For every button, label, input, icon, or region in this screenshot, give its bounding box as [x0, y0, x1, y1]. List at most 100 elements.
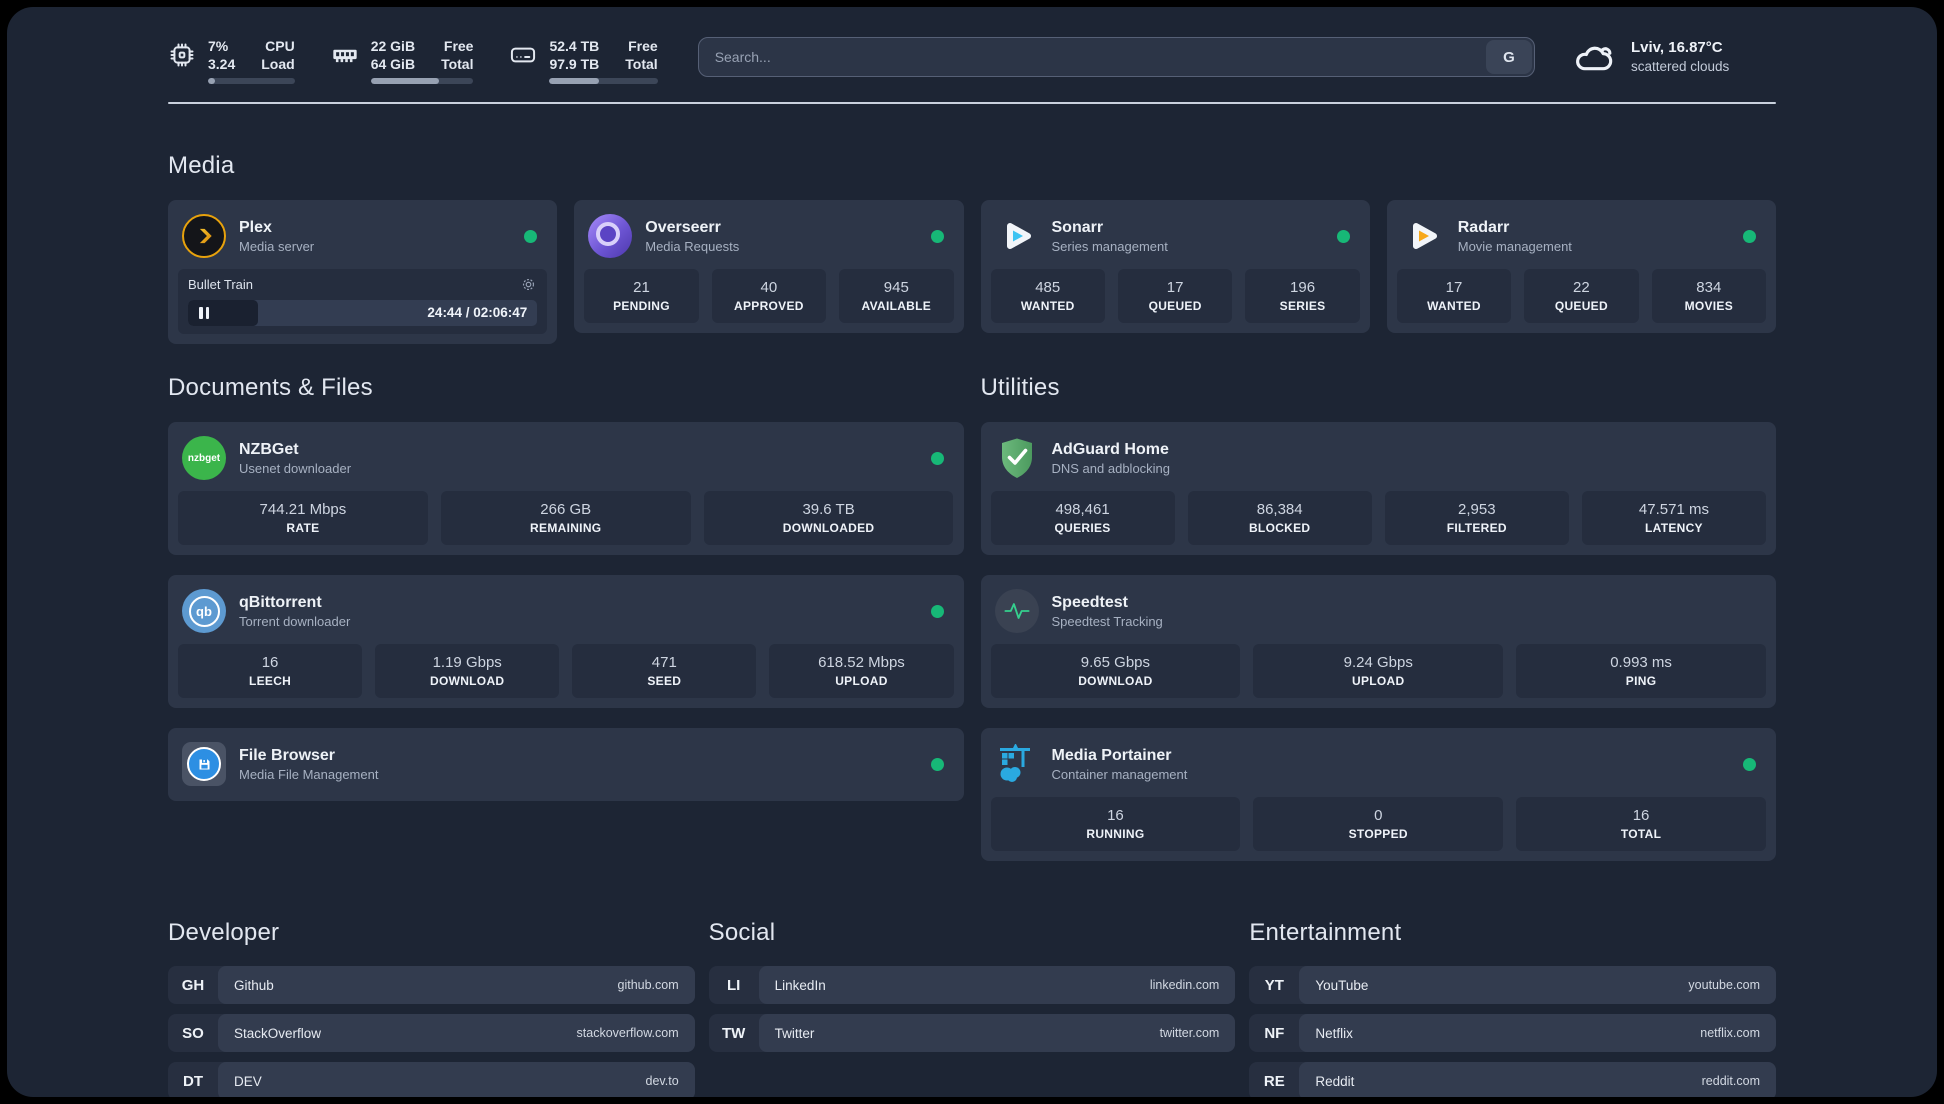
app-card-filebrowser[interactable]: File Browser Media File Management: [168, 728, 964, 801]
bookmark-abbr: LI: [726, 976, 741, 994]
bookmark-netflix[interactable]: NF Netflix netflix.com: [1249, 1014, 1776, 1052]
app-desc: Usenet downloader: [239, 461, 352, 476]
playback-time: 24:44 / 02:06:47: [427, 305, 528, 320]
system-stats: 7% CPU 3.24 Load 22 GiB Free: [168, 37, 658, 84]
app-card-qbittorrent[interactable]: qb qBittorrent Torrent downloader 16 LEE…: [168, 575, 964, 708]
stat-label: QUERIES: [1054, 521, 1111, 535]
app-card-overseerr[interactable]: Overseerr Media Requests 21 PENDING 40 A…: [574, 200, 964, 333]
stat-box: 485 WANTED: [990, 269, 1105, 323]
app-desc: Torrent downloader: [239, 614, 351, 629]
cpu-load-value: 3.24: [208, 56, 236, 72]
stat-box: 40 APPROVED: [711, 269, 827, 323]
stat-label: RUNNING: [1086, 827, 1145, 841]
bookmark-github[interactable]: GH Github github.com: [168, 966, 695, 1004]
section-title-utilities: Utilities: [980, 374, 1060, 401]
stat-box: 945 AVAILABLE: [839, 269, 954, 323]
bookmark-stackoverflow[interactable]: SO StackOverflow stackoverflow.com: [168, 1014, 695, 1052]
bookmark-reddit[interactable]: RE Reddit reddit.com: [1249, 1062, 1776, 1097]
bookmark-url: dev.to: [645, 1074, 679, 1088]
app-card-radarr[interactable]: Radarr Movie management 17 WANTED 22 QUE…: [1386, 200, 1776, 333]
bookmark-dev[interactable]: DT DEV dev.to: [168, 1062, 695, 1097]
ram-progress-bar: [370, 78, 474, 84]
stat-value: 16: [1107, 807, 1124, 824]
bookmark-name: StackOverflow: [234, 1025, 322, 1041]
playback-progress-bar[interactable]: 24:44 / 02:06:47: [188, 300, 538, 326]
app-card-sonarr[interactable]: Sonarr Series management 485 WANTED 17 Q…: [980, 200, 1370, 333]
app-name: File Browser: [239, 747, 336, 764]
filebrowser-icon: [182, 742, 226, 786]
stat-label: FILTERED: [1446, 521, 1507, 535]
memory-stat: 22 GiB Free 64 GiB Total: [331, 37, 474, 84]
stat-box: 17 WANTED: [1396, 269, 1512, 323]
stat-label: LATENCY: [1644, 521, 1703, 535]
stat-box: 47.571 ms LATENCY: [1581, 491, 1766, 545]
weather-widget: Lviv, 16.87°C scattered clouds: [1571, 37, 1776, 77]
cpu-stat: 7% CPU 3.24 Load: [168, 37, 295, 84]
app-name: Plex: [239, 219, 272, 236]
stat-box: 266 GB REMAINING: [440, 491, 691, 545]
bookmark-twitter[interactable]: TW Twitter twitter.com: [708, 1014, 1236, 1052]
settings-cog-icon[interactable]: [520, 276, 537, 293]
app-name: AdGuard Home: [1051, 441, 1169, 458]
bookmark-name: DEV: [234, 1073, 262, 1089]
stat-value: 86,384: [1256, 501, 1303, 518]
disk-free-value: 52.4 TB: [549, 38, 600, 54]
bookmark-url: twitter.com: [1159, 1026, 1220, 1040]
bookmark-abbr: NF: [1264, 1024, 1285, 1042]
status-dot: [930, 757, 944, 771]
bookmark-name: YouTube: [1315, 977, 1369, 993]
stat-value: 40: [760, 279, 778, 296]
stat-value: 0: [1374, 807, 1383, 824]
speedtest-icon: [994, 589, 1039, 633]
app-card-speedtest[interactable]: Speedtest Speedtest Tracking 9.65 Gbps D…: [980, 575, 1776, 708]
app-name: NZBGet: [239, 441, 299, 458]
bookmark-url: youtube.com: [1688, 978, 1760, 992]
stat-value: 1.19 Gbps: [432, 654, 502, 671]
stat-label: LEECH: [248, 674, 292, 688]
bookmark-linkedin[interactable]: LI LinkedIn linkedin.com: [708, 966, 1236, 1004]
app-desc: Speedtest Tracking: [1051, 614, 1163, 629]
disk-icon: [511, 47, 536, 63]
stat-value: 9.65 Gbps: [1080, 654, 1151, 671]
sonarr-icon: [995, 214, 1039, 258]
status-dot: [1743, 757, 1756, 771]
stat-box: 196 SERIES: [1245, 269, 1360, 323]
status-dot: [930, 229, 944, 243]
stat-box: 618.52 Mbps UPLOAD: [769, 644, 954, 698]
stat-box: 21 PENDING: [584, 269, 699, 323]
stat-value: 498,461: [1055, 501, 1110, 518]
section-title-documents: Documents & Files: [168, 374, 373, 401]
ram-total-value: 64 GiB: [370, 56, 416, 72]
stat-label: QUEUED: [1148, 299, 1202, 313]
bookmark-youtube[interactable]: YT YouTube youtube.com: [1249, 966, 1776, 1004]
stat-label: MOVIES: [1684, 299, 1734, 313]
stat-value: 196: [1290, 279, 1316, 296]
stat-value: 945: [883, 279, 909, 296]
stat-box: 0 STOPPED: [1253, 797, 1504, 851]
stat-value: 17: [1166, 279, 1184, 296]
stat-value: 485: [1035, 279, 1061, 296]
app-card-adguard[interactable]: AdGuard Home DNS and adblocking 498,461 …: [980, 422, 1776, 555]
app-card-portainer[interactable]: Media Portainer Container management 16 …: [980, 728, 1776, 861]
stat-box: 39.6 TB DOWNLOADED: [703, 491, 954, 545]
section-title-entertainment: Entertainment: [1249, 919, 1402, 946]
app-card-plex[interactable]: Plex Media server Bullet Train: [168, 200, 558, 344]
bookmark-url: github.com: [617, 978, 679, 992]
status-dot: [1336, 229, 1350, 243]
stat-box: 86,384 BLOCKED: [1187, 491, 1372, 545]
app-desc: Media File Management: [239, 767, 379, 782]
bookmark-name: LinkedIn: [774, 977, 826, 993]
dashboard: 7% CPU 3.24 Load 22 GiB Free: [7, 7, 1937, 1097]
cpu-progress-bar: [208, 78, 295, 84]
cpu-icon: [170, 43, 194, 67]
portainer-icon: [995, 742, 1039, 786]
app-name: Speedtest: [1051, 594, 1128, 611]
ram-free-label: Free: [443, 38, 474, 54]
app-name: Media Portainer: [1051, 747, 1172, 764]
pause-icon[interactable]: [199, 307, 209, 319]
search-engine-button[interactable]: G: [1486, 40, 1532, 74]
app-card-nzbget[interactable]: nzbget NZBGet Usenet downloader 744.21 M…: [168, 422, 964, 555]
stat-value: 22: [1573, 279, 1590, 296]
search-input[interactable]: [697, 37, 1535, 77]
app-desc: Series management: [1051, 239, 1168, 254]
